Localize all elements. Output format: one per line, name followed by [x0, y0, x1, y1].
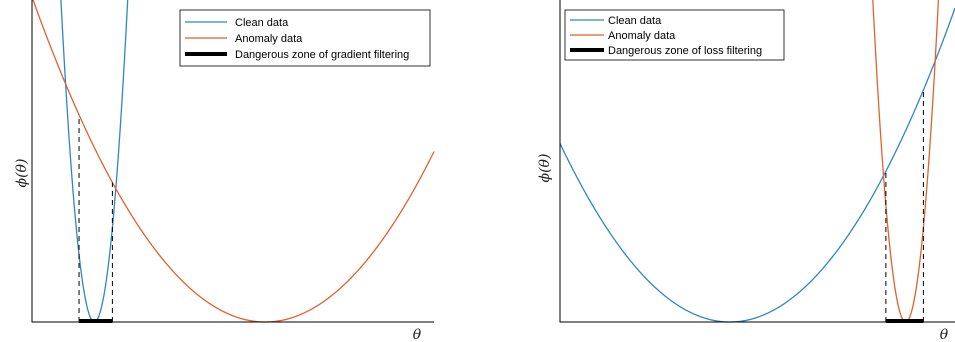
right-legend-anomaly-label: Anomaly data	[608, 30, 676, 42]
right-clean-curve	[559, 7, 955, 323]
right-legend: Clean data Anomaly data Dangerous zone o…	[564, 9, 785, 61]
left-anomaly-curve	[32, 0, 435, 323]
left-legend-zone-label: Dangerous zone of gradient filtering	[235, 49, 409, 61]
left-legend-anomaly-label: Anomaly data	[235, 33, 303, 45]
left-y-axis-label: ϕ(θ)	[14, 159, 30, 188]
left-legend-clean-label: Clean data	[235, 17, 289, 29]
left-clean-curve	[60, 0, 129, 323]
right-chart: ϕ(θ) θ Clean data Anomaly data Dangerous…	[537, 0, 955, 342]
right-legend-clean-label: Clean data	[608, 15, 662, 27]
right-anomaly-curve	[872, 0, 940, 323]
right-x-axis-label: θ	[940, 327, 949, 342]
left-legend: Clean data Anomaly data Dangerous zone o…	[179, 9, 431, 67]
right-axes	[559, 0, 955, 323]
left-axes	[31, 0, 434, 323]
left-x-axis-label: θ	[413, 327, 422, 342]
right-legend-zone-label: Dangerous zone of loss filtering	[608, 45, 762, 57]
right-y-axis-label: ϕ(θ)	[537, 154, 553, 183]
left-chart: ϕ(θ) θ Clean data Anomaly data Dangerous…	[14, 0, 435, 342]
